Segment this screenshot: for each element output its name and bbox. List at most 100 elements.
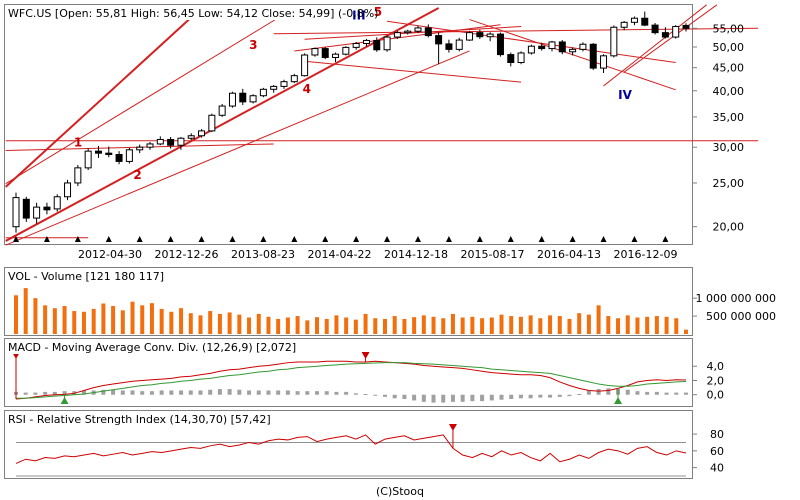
macd-title: MACD - Moving Average Conv. Div. (12,26,… xyxy=(8,341,296,354)
annotation-label: 5 xyxy=(374,5,382,19)
x-tick-marker xyxy=(538,236,545,242)
macd-histogram-bar xyxy=(596,389,601,395)
candle xyxy=(610,25,618,58)
volume-bar xyxy=(344,317,349,334)
candle-body xyxy=(538,45,546,50)
y-tick-label: 25,00 xyxy=(713,177,745,190)
macd-histogram-bar xyxy=(402,394,407,400)
volume-bar xyxy=(557,316,562,334)
macd-histogram-bar xyxy=(62,391,67,395)
candle xyxy=(146,142,154,150)
volume-bar xyxy=(72,311,77,334)
candle-body xyxy=(661,32,669,38)
candle xyxy=(486,32,494,42)
candle-body xyxy=(22,198,30,219)
macd-buy-marker xyxy=(60,397,69,404)
candle xyxy=(630,16,638,26)
candle-body xyxy=(270,85,278,90)
macd-histogram-bar xyxy=(431,394,436,403)
macd-line xyxy=(15,360,687,400)
candle-body xyxy=(424,27,432,37)
candle xyxy=(538,42,546,51)
trend-line xyxy=(5,7,203,188)
candle xyxy=(589,43,597,70)
macd-histogram-bar xyxy=(237,389,242,395)
candle-body xyxy=(672,26,680,38)
candle-body xyxy=(198,130,206,137)
volume-bar xyxy=(208,311,213,334)
y-tick-label: 2,0 xyxy=(707,374,725,387)
candle xyxy=(641,11,649,27)
rsi-line xyxy=(15,434,687,464)
x-tick-marker xyxy=(167,236,174,242)
volume-bar xyxy=(664,316,669,334)
volume-bar xyxy=(315,317,320,334)
macd-histogram-bar xyxy=(450,394,455,402)
candle-body xyxy=(496,33,504,56)
candle xyxy=(527,44,535,55)
volume-bar xyxy=(353,319,358,334)
x-tick-marker xyxy=(415,236,421,242)
macd-histogram-bar xyxy=(363,394,368,396)
candle-body xyxy=(115,154,123,162)
volume-bar xyxy=(247,317,252,334)
candle xyxy=(321,47,329,60)
candle xyxy=(125,147,133,164)
candle-body xyxy=(208,114,216,132)
candle xyxy=(600,54,608,73)
volume-bar xyxy=(654,316,659,334)
candle xyxy=(476,29,484,39)
volume-bar xyxy=(285,317,290,334)
x-tick-marker xyxy=(384,236,391,242)
macd-histogram-bar xyxy=(188,390,193,395)
macd-histogram-bar xyxy=(81,390,86,395)
candle xyxy=(22,196,30,222)
macd-histogram-bar xyxy=(169,390,174,395)
candle xyxy=(167,136,175,149)
macd-histogram-bar xyxy=(412,394,417,401)
candle xyxy=(12,192,20,233)
candle xyxy=(228,91,236,108)
volume-bar xyxy=(227,312,232,334)
candle xyxy=(651,23,659,35)
x-tick-marker xyxy=(74,236,81,242)
volume-bar xyxy=(392,316,397,334)
volume-bar xyxy=(179,308,184,334)
volume-bar xyxy=(635,317,640,334)
macd-line xyxy=(16,362,687,399)
macd-histogram-bar xyxy=(577,394,582,396)
candle-body xyxy=(517,52,525,64)
macd-histogram-bar xyxy=(645,391,650,395)
volume-bar xyxy=(81,311,86,334)
candle-body xyxy=(569,48,577,53)
macd-histogram-bar xyxy=(470,394,475,402)
volume-bar xyxy=(363,313,368,334)
candle xyxy=(105,146,113,158)
candle-body xyxy=(218,105,226,116)
macd-histogram-bar xyxy=(373,394,378,396)
candle xyxy=(280,79,288,89)
volume-bar xyxy=(684,329,688,334)
macd-histogram-bar xyxy=(684,392,688,395)
volume-bar xyxy=(606,316,611,334)
macd-histogram-bar xyxy=(567,394,572,397)
volume-bar xyxy=(169,311,174,334)
candle-body xyxy=(600,55,608,69)
trend-line xyxy=(623,4,718,73)
x-tick-label: 2012-04-30 xyxy=(78,248,142,261)
y-tick-label: 500 000 000 xyxy=(706,310,776,323)
macd-histogram-bar xyxy=(674,392,679,395)
volume-bar xyxy=(645,316,650,334)
macd-axis: 4,02,0 0,0 xyxy=(692,360,725,402)
macd-histogram-bar xyxy=(528,394,533,399)
candle xyxy=(74,164,82,187)
x-tick-label: 2016-04-13 xyxy=(537,248,601,261)
volume-title: VOL - Volume [121 180 117] xyxy=(8,270,164,283)
macd-histogram-bar xyxy=(499,394,504,400)
volume-bar xyxy=(266,316,271,334)
candle xyxy=(332,52,340,63)
candle-body xyxy=(290,75,298,83)
x-tick-marker xyxy=(445,236,452,242)
candle-body xyxy=(641,17,649,26)
volume-bar xyxy=(499,314,504,334)
